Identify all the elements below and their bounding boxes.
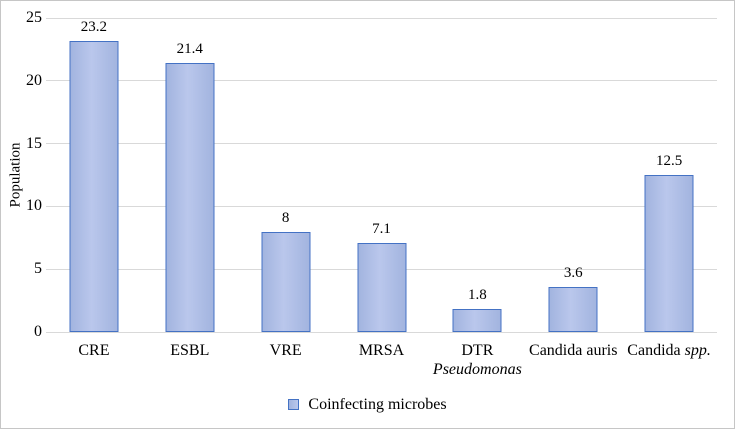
y-tick-label: 15 — [26, 134, 42, 152]
y-tick-label: 10 — [26, 197, 42, 215]
bar-slot: 1.8 — [429, 18, 525, 332]
gridline — [46, 17, 717, 19]
category-label-line: CRE — [46, 341, 142, 360]
category-label-text: Pseudomonas — [432, 361, 522, 378]
bar — [357, 242, 406, 332]
category-label-text: spp. — [684, 342, 711, 359]
legend-label: Coinfecting microbes — [308, 396, 447, 413]
bar — [69, 40, 119, 332]
bar-value-label: 1.8 — [467, 287, 487, 304]
bar-slot: 3.6 — [525, 18, 621, 332]
gridline — [46, 331, 717, 333]
category-label-line: Candida spp. — [621, 341, 717, 360]
x-axis-labels: CRE ESBL VRE MRSA DTR Pseudomonas Candida auri… — [46, 341, 717, 379]
category-label: Candida spp. — [621, 341, 717, 379]
bars-container: 23.2 21.4 8 7.1 1.8 3.6 12.5 — [46, 18, 717, 332]
bar-value-label: 7.1 — [372, 220, 391, 237]
category-label: MRSA — [334, 341, 430, 379]
category-label: VRE — [238, 341, 334, 379]
bar-slot: 12.5 — [621, 18, 717, 332]
bar — [261, 231, 311, 332]
category-label-line: ESBL — [142, 341, 238, 360]
category-label: CRE — [46, 341, 142, 379]
category-label-line: MRSA — [334, 341, 430, 360]
bar-value-label: 8 — [281, 209, 290, 226]
category-label-line: Pseudomonas — [429, 360, 525, 379]
category-label: ESBL — [142, 341, 238, 379]
bar-slot: 21.4 — [142, 18, 238, 332]
gridline — [46, 143, 717, 145]
bar-slot: 7.1 — [334, 18, 430, 332]
bar — [644, 175, 694, 332]
bar-value-label: 12.5 — [655, 153, 683, 169]
y-axis: 25 20 15 10 5 0 — [1, 10, 42, 340]
category-label: DTR Pseudomonas — [429, 341, 525, 379]
bar-value-label: 21.4 — [176, 41, 203, 58]
y-tick-label: 25 — [26, 9, 42, 26]
y-tick-label: 5 — [34, 260, 42, 278]
legend: Coinfecting microbes — [1, 396, 734, 414]
category-label-text: CRE — [78, 342, 110, 359]
legend-swatch-icon — [288, 399, 300, 411]
category-label-text: Candida — [627, 342, 685, 359]
bar-value-label: 3.6 — [563, 264, 583, 281]
category-label-text: DTR — [461, 342, 494, 359]
y-tick-label: 20 — [26, 71, 42, 89]
plot-area: 23.2 21.4 8 7.1 1.8 3.6 12.5 — [46, 17, 717, 333]
bar-value-label: 23.2 — [80, 18, 108, 35]
gridline — [46, 80, 717, 82]
category-label-line: VRE — [238, 341, 334, 360]
y-tick-label: 0 — [34, 323, 42, 340]
category-label-text: ESBL — [170, 342, 210, 359]
category-label-text: MRSA — [358, 342, 405, 359]
bar — [165, 63, 215, 332]
bar — [452, 309, 502, 332]
category-label: Candida auris — [525, 341, 621, 379]
gridline — [46, 205, 717, 207]
category-label-line: DTR — [429, 341, 525, 360]
category-label-text: Candida auris — [529, 342, 618, 359]
category-label-text: VRE — [269, 342, 302, 359]
category-label-line: Candida auris — [525, 341, 621, 360]
bar-slot: 8 — [238, 18, 334, 332]
bar-slot: 23.2 — [46, 18, 142, 332]
bar — [548, 286, 598, 332]
